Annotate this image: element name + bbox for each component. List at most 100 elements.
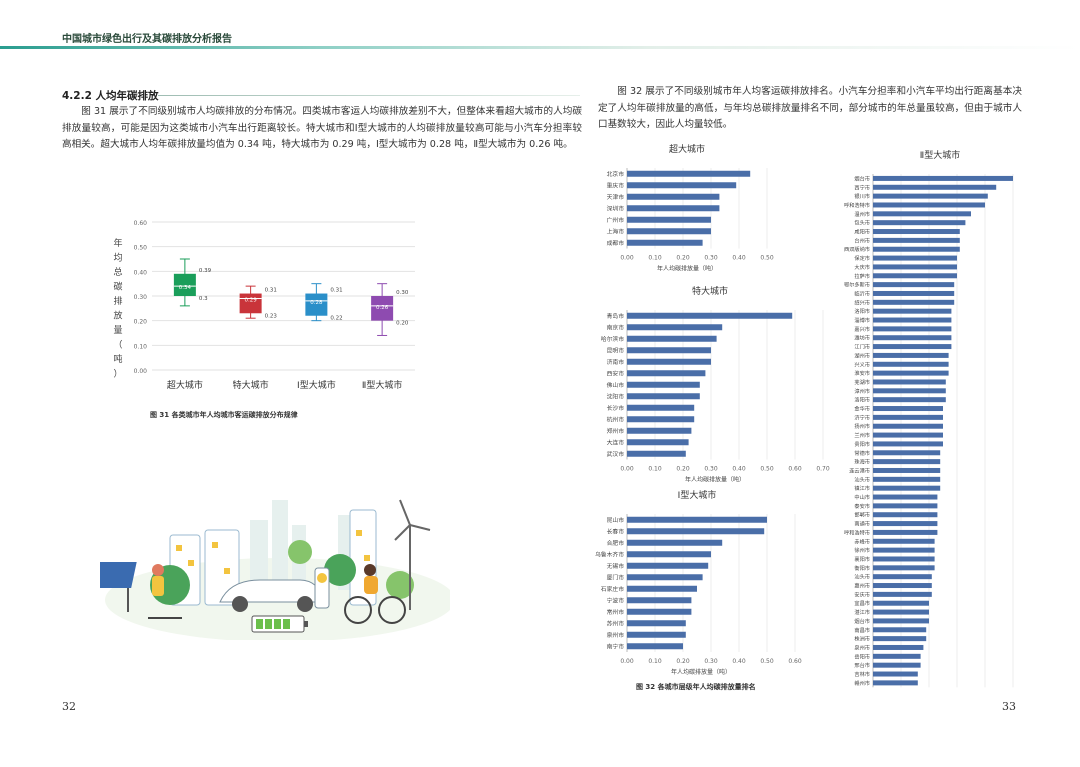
- bar-chart-mega: 特大城市 0.00 0.10 0.20 0.30 0.40 0.50 0.60 0.70 青岛市南…: [601, 285, 830, 482]
- y-tick-label: 0.00: [134, 368, 148, 375]
- bar-category-label: 兰州市: [854, 431, 870, 439]
- bar: [873, 344, 952, 350]
- category-label: 超大城市: [167, 379, 203, 391]
- bar-category-label: 潍坊市: [854, 334, 870, 342]
- bar: [627, 205, 720, 212]
- bar: [873, 388, 946, 394]
- bar: [873, 680, 918, 686]
- bar-category-label: 湖州市: [854, 351, 870, 359]
- bar-category-label: 长沙市: [607, 404, 625, 412]
- y-tick-label: 0.30: [134, 294, 148, 301]
- bar: [627, 585, 697, 592]
- bar: [873, 211, 971, 217]
- bar-chart-super: 超大城市 0.00 0.10 0.20 0.30 0.40 0.50 北京市重庆市天津市深圳市…: [607, 143, 774, 273]
- bar: [873, 246, 960, 252]
- bar: [627, 620, 686, 627]
- bar-category-label: 深圳市: [607, 204, 625, 212]
- x-tick-label: 0.10: [648, 255, 662, 262]
- y-axis-label-char: ）: [113, 369, 122, 380]
- bar-category-label: 珠海市: [854, 458, 870, 466]
- x-tick-label: 0.20: [676, 255, 690, 262]
- bar-category-label: 吉林市: [854, 670, 870, 678]
- bar-category-label: 绍兴市: [854, 298, 870, 306]
- bar: [873, 423, 943, 429]
- y-tick-label: 0.50: [134, 245, 148, 252]
- bar: [873, 529, 938, 535]
- bar-category-label: 洛阳市: [854, 396, 870, 404]
- bar-chart-title: Ⅰ型大城市: [678, 489, 717, 501]
- bar-category-label: 大连市: [607, 438, 625, 446]
- paragraph-right: 图 32 展示了不同级别城市年人均客运碳排放排名。小汽车分担率和小汽车平均出行距…: [598, 86, 1022, 130]
- bar-chart-type2: Ⅱ型大城市0.000.100.200.300.400.50烟台市西宁市银川市呼和…: [844, 149, 1014, 688]
- bar-category-label: 连云港市: [849, 466, 870, 474]
- bar: [873, 636, 927, 642]
- x-tick-label: 0.10: [648, 658, 662, 665]
- bar: [627, 239, 703, 246]
- bar: [873, 671, 918, 677]
- box-mean-label: 0.26: [376, 305, 389, 311]
- bar-category-label: 金华市: [854, 405, 870, 413]
- bar-chart-title: 超大城市: [669, 143, 705, 155]
- figure32-caption: 图 32 各城市层级年人均碳排放量排名: [636, 683, 756, 691]
- bar-category-label: 石家庄市: [601, 585, 624, 593]
- bar: [873, 308, 952, 314]
- bar-category-label: 广州市: [607, 216, 625, 224]
- bar: [627, 539, 723, 546]
- bar-category-label: 嘉兴市: [854, 325, 870, 333]
- bar: [873, 503, 938, 509]
- bar-category-label: 徐州市: [854, 546, 870, 554]
- bar: [627, 450, 686, 457]
- bar-category-label: 哈尔滨市: [601, 335, 624, 343]
- bar-category-label: 无锡市: [607, 562, 625, 570]
- bar: [873, 627, 927, 633]
- section-title: 4.2.2 人均年碳排放: [62, 90, 159, 102]
- bar-chart-title: 特大城市: [692, 285, 728, 297]
- bar-category-label: 临沂市: [854, 289, 870, 297]
- bar: [873, 414, 943, 420]
- bar-category-label: 济南市: [607, 358, 625, 366]
- bar: [627, 562, 709, 569]
- bar: [627, 170, 751, 177]
- bar: [627, 416, 695, 423]
- figure31-caption: 图 31 各类城市年人均城市客运碳排放分布规律: [150, 411, 298, 419]
- bar-category-label: 天津市: [607, 193, 625, 201]
- bar-chart-type1: Ⅰ型大城市 0.00 0.10 0.20 0.30 0.40 0.50 0.60 昆山市长春市合…: [595, 489, 802, 676]
- bar-category-label: 长春市: [607, 527, 625, 535]
- bar-category-label: 温州市: [854, 210, 870, 218]
- bar-category-label: 重庆市: [607, 181, 625, 189]
- bar-category-label: 汕头市: [854, 573, 870, 581]
- x-tick-label: 0.30: [704, 466, 718, 473]
- bar-category-label: 昆山市: [607, 516, 625, 524]
- bar: [627, 551, 711, 558]
- y-tick-label: 0.60: [134, 220, 148, 227]
- bar-category-label: 中山市: [854, 493, 870, 501]
- bar: [873, 273, 957, 279]
- bar: [627, 193, 720, 200]
- box-q3-label: 0.30: [396, 290, 409, 296]
- bar: [627, 597, 692, 604]
- bar: [627, 439, 689, 446]
- x-axis-label: 年人均碳排放量（吨）: [671, 668, 731, 676]
- bar-category-label: 包头市: [854, 219, 870, 227]
- bar-category-label: 拉萨市: [854, 272, 870, 280]
- bar-category-label: 漳州市: [854, 387, 870, 395]
- bar: [873, 184, 997, 190]
- bar-category-label: 呼和浩特市: [844, 528, 870, 536]
- bar-category-label: 常州市: [607, 608, 625, 616]
- bar-category-label: 厦门市: [607, 573, 625, 581]
- bar-category-label: 咸阳市: [854, 228, 870, 236]
- bar: [873, 282, 955, 288]
- bar: [873, 397, 946, 403]
- bar: [627, 608, 692, 615]
- bar-category-label: 安庆市: [854, 590, 870, 598]
- box-q1-label: 0.22: [330, 316, 342, 322]
- box-mean-label: 0.29: [245, 297, 258, 303]
- bar: [873, 591, 932, 597]
- bar-category-label: 宜昌市: [854, 599, 870, 607]
- bar-category-label: 烟台市: [854, 174, 870, 182]
- bar-category-label: 南宁市: [607, 642, 625, 650]
- x-tick-label: 0.70: [816, 466, 830, 473]
- bar: [873, 441, 943, 447]
- bar-category-label: 淮安市: [854, 369, 870, 377]
- y-axis-label-char: 总: [113, 266, 122, 278]
